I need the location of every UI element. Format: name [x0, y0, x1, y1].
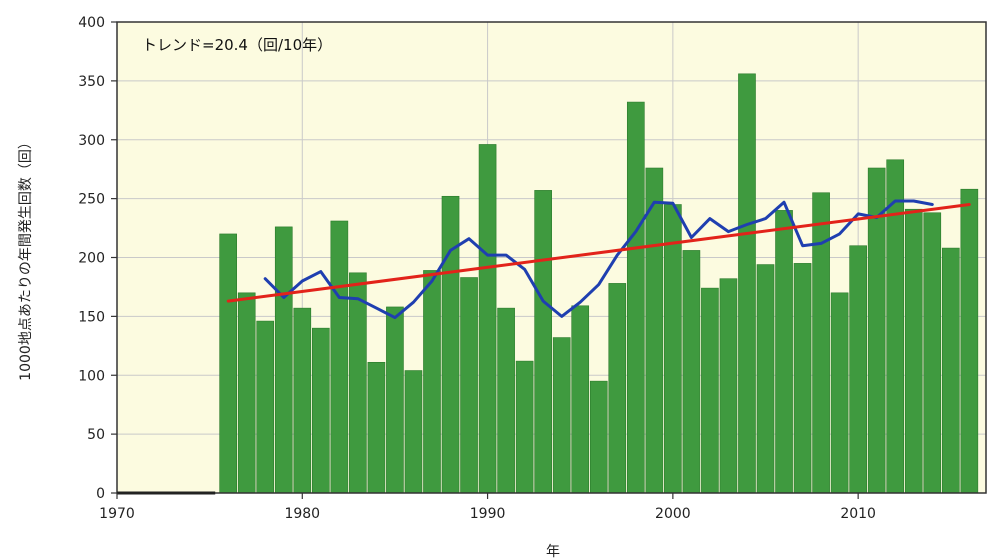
- bar: [941, 247, 960, 494]
- bar: [219, 233, 237, 494]
- x-tick-label: 2010: [840, 506, 876, 522]
- trend-line: [226, 203, 971, 303]
- bar: [719, 278, 738, 494]
- bar: [349, 272, 367, 494]
- bar: [274, 226, 293, 494]
- bar: [534, 190, 552, 494]
- bar: [682, 250, 701, 494]
- y-tick-label: 350: [78, 74, 105, 90]
- bar: [441, 195, 460, 494]
- moving-average-line: [263, 199, 934, 320]
- x-tick-label: 1990: [470, 506, 506, 522]
- bar: [552, 337, 571, 494]
- bar: [886, 159, 905, 494]
- y-axis-label: 1000地点あたりの年間発生回数（回）: [18, 135, 34, 381]
- bar: [812, 192, 830, 494]
- bar: [664, 204, 682, 494]
- bar: [460, 277, 478, 494]
- bar: [756, 264, 775, 494]
- bar: [478, 144, 497, 494]
- bar: [330, 220, 349, 494]
- bar: [793, 263, 812, 494]
- bar: [386, 306, 404, 494]
- tick-labels: 0 50 100 150 200 250 300 350 400 1970 1980 1990 2000…: [78, 15, 876, 522]
- bar: [904, 208, 923, 494]
- bar: [701, 287, 719, 494]
- bar: [589, 380, 608, 494]
- axes: [111, 21, 987, 499]
- y-tick-label: 100: [78, 368, 105, 384]
- bar: [256, 320, 275, 494]
- y-tick-label: 150: [78, 309, 105, 325]
- trend-annotation: トレンド=20.4（回/10年）: [142, 36, 332, 54]
- bar: [626, 101, 645, 494]
- bar: [775, 210, 793, 494]
- bar: [423, 270, 441, 494]
- bar: [738, 73, 756, 494]
- bar: [367, 361, 386, 494]
- x-axis-label: 年: [546, 544, 560, 558]
- bar: [960, 188, 979, 494]
- lines: [226, 199, 971, 320]
- x-tick-label: 2000: [655, 506, 691, 522]
- y-tick-label: 200: [78, 251, 105, 267]
- bar: [497, 307, 515, 494]
- bar: [608, 283, 627, 494]
- bar: [571, 305, 590, 494]
- y-tick-label: 50: [87, 427, 105, 443]
- x-tick-label: 1980: [284, 506, 320, 522]
- bar: [645, 167, 664, 494]
- bar: [923, 212, 942, 494]
- y-tick-label: 250: [78, 192, 105, 208]
- bar: [293, 307, 312, 494]
- bar: [515, 360, 534, 494]
- bar: [311, 327, 330, 494]
- bar: [849, 245, 867, 494]
- bar: [404, 370, 423, 494]
- y-tick-label: 0: [96, 486, 105, 502]
- bar: [830, 292, 849, 494]
- bar: [237, 292, 256, 494]
- y-tick-label: 400: [78, 15, 105, 31]
- x-tick-label: 1970: [99, 506, 135, 522]
- y-tick-label: 300: [78, 133, 105, 149]
